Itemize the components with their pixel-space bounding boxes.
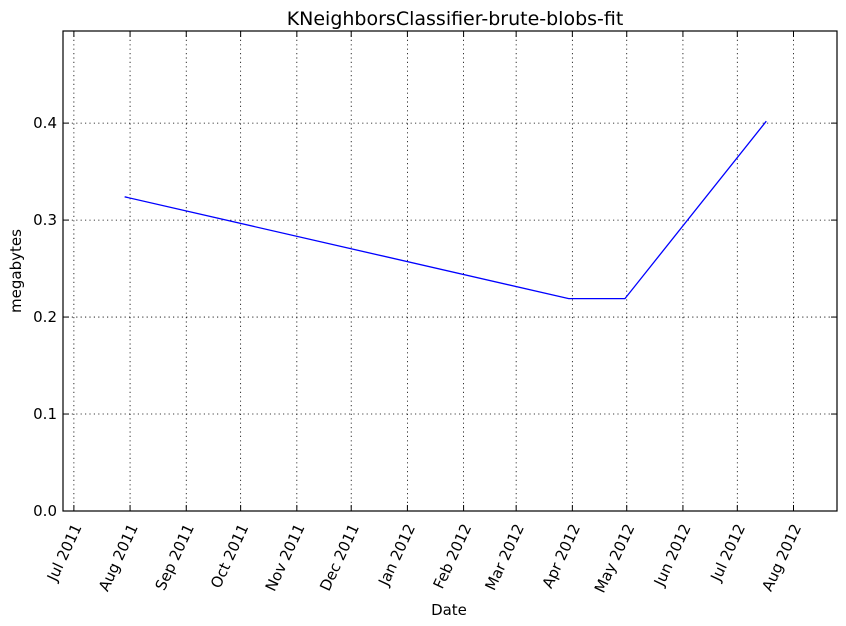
x-tick-label: Jul 2011 [43,521,86,585]
y-tick-label: 0.4 [33,114,57,132]
x-tick-label: Aug 2012 [758,521,805,594]
y-tick-label: 0.3 [33,211,57,229]
x-tick-label: Oct 2011 [207,521,252,591]
x-tick-label: Nov 2011 [262,521,309,594]
y-tick-label: 0.2 [33,308,57,326]
grid-lines [63,31,837,511]
x-tick-label: Feb 2012 [430,521,476,592]
y-tick-label: 0.1 [33,405,57,423]
chart-title: KNeighborsClassifier-brute-blobs-fit [287,8,624,30]
y-tick-label: 0.0 [33,502,57,520]
y-axis-label: megabytes [7,229,25,313]
x-tick-label: Apr 2012 [539,521,584,591]
x-tick-label: Jan 2012 [374,521,419,589]
y-tick-labels: 0.0 0.1 0.2 0.3 0.4 [33,114,57,520]
plot-frame [62,30,838,512]
series-layer [124,120,767,300]
x-tick-label: Sep 2011 [152,521,198,593]
series-line-0 [124,120,767,300]
x-tick-label: Mar 2012 [481,521,527,593]
ticks [63,31,837,512]
x-tick-labels: Jul 2011 Aug 2011 Sep 2011 Oct 2011 Nov 2011… [43,521,805,596]
x-tick-label: Jul 2012 [706,521,749,585]
x-axis-label: Date [431,601,467,619]
x-tick-label: Aug 2011 [95,521,142,594]
x-tick-label: Dec 2011 [316,521,363,594]
x-tick-label: Jun 2012 [650,521,695,590]
x-tick-label: May 2012 [591,521,639,596]
